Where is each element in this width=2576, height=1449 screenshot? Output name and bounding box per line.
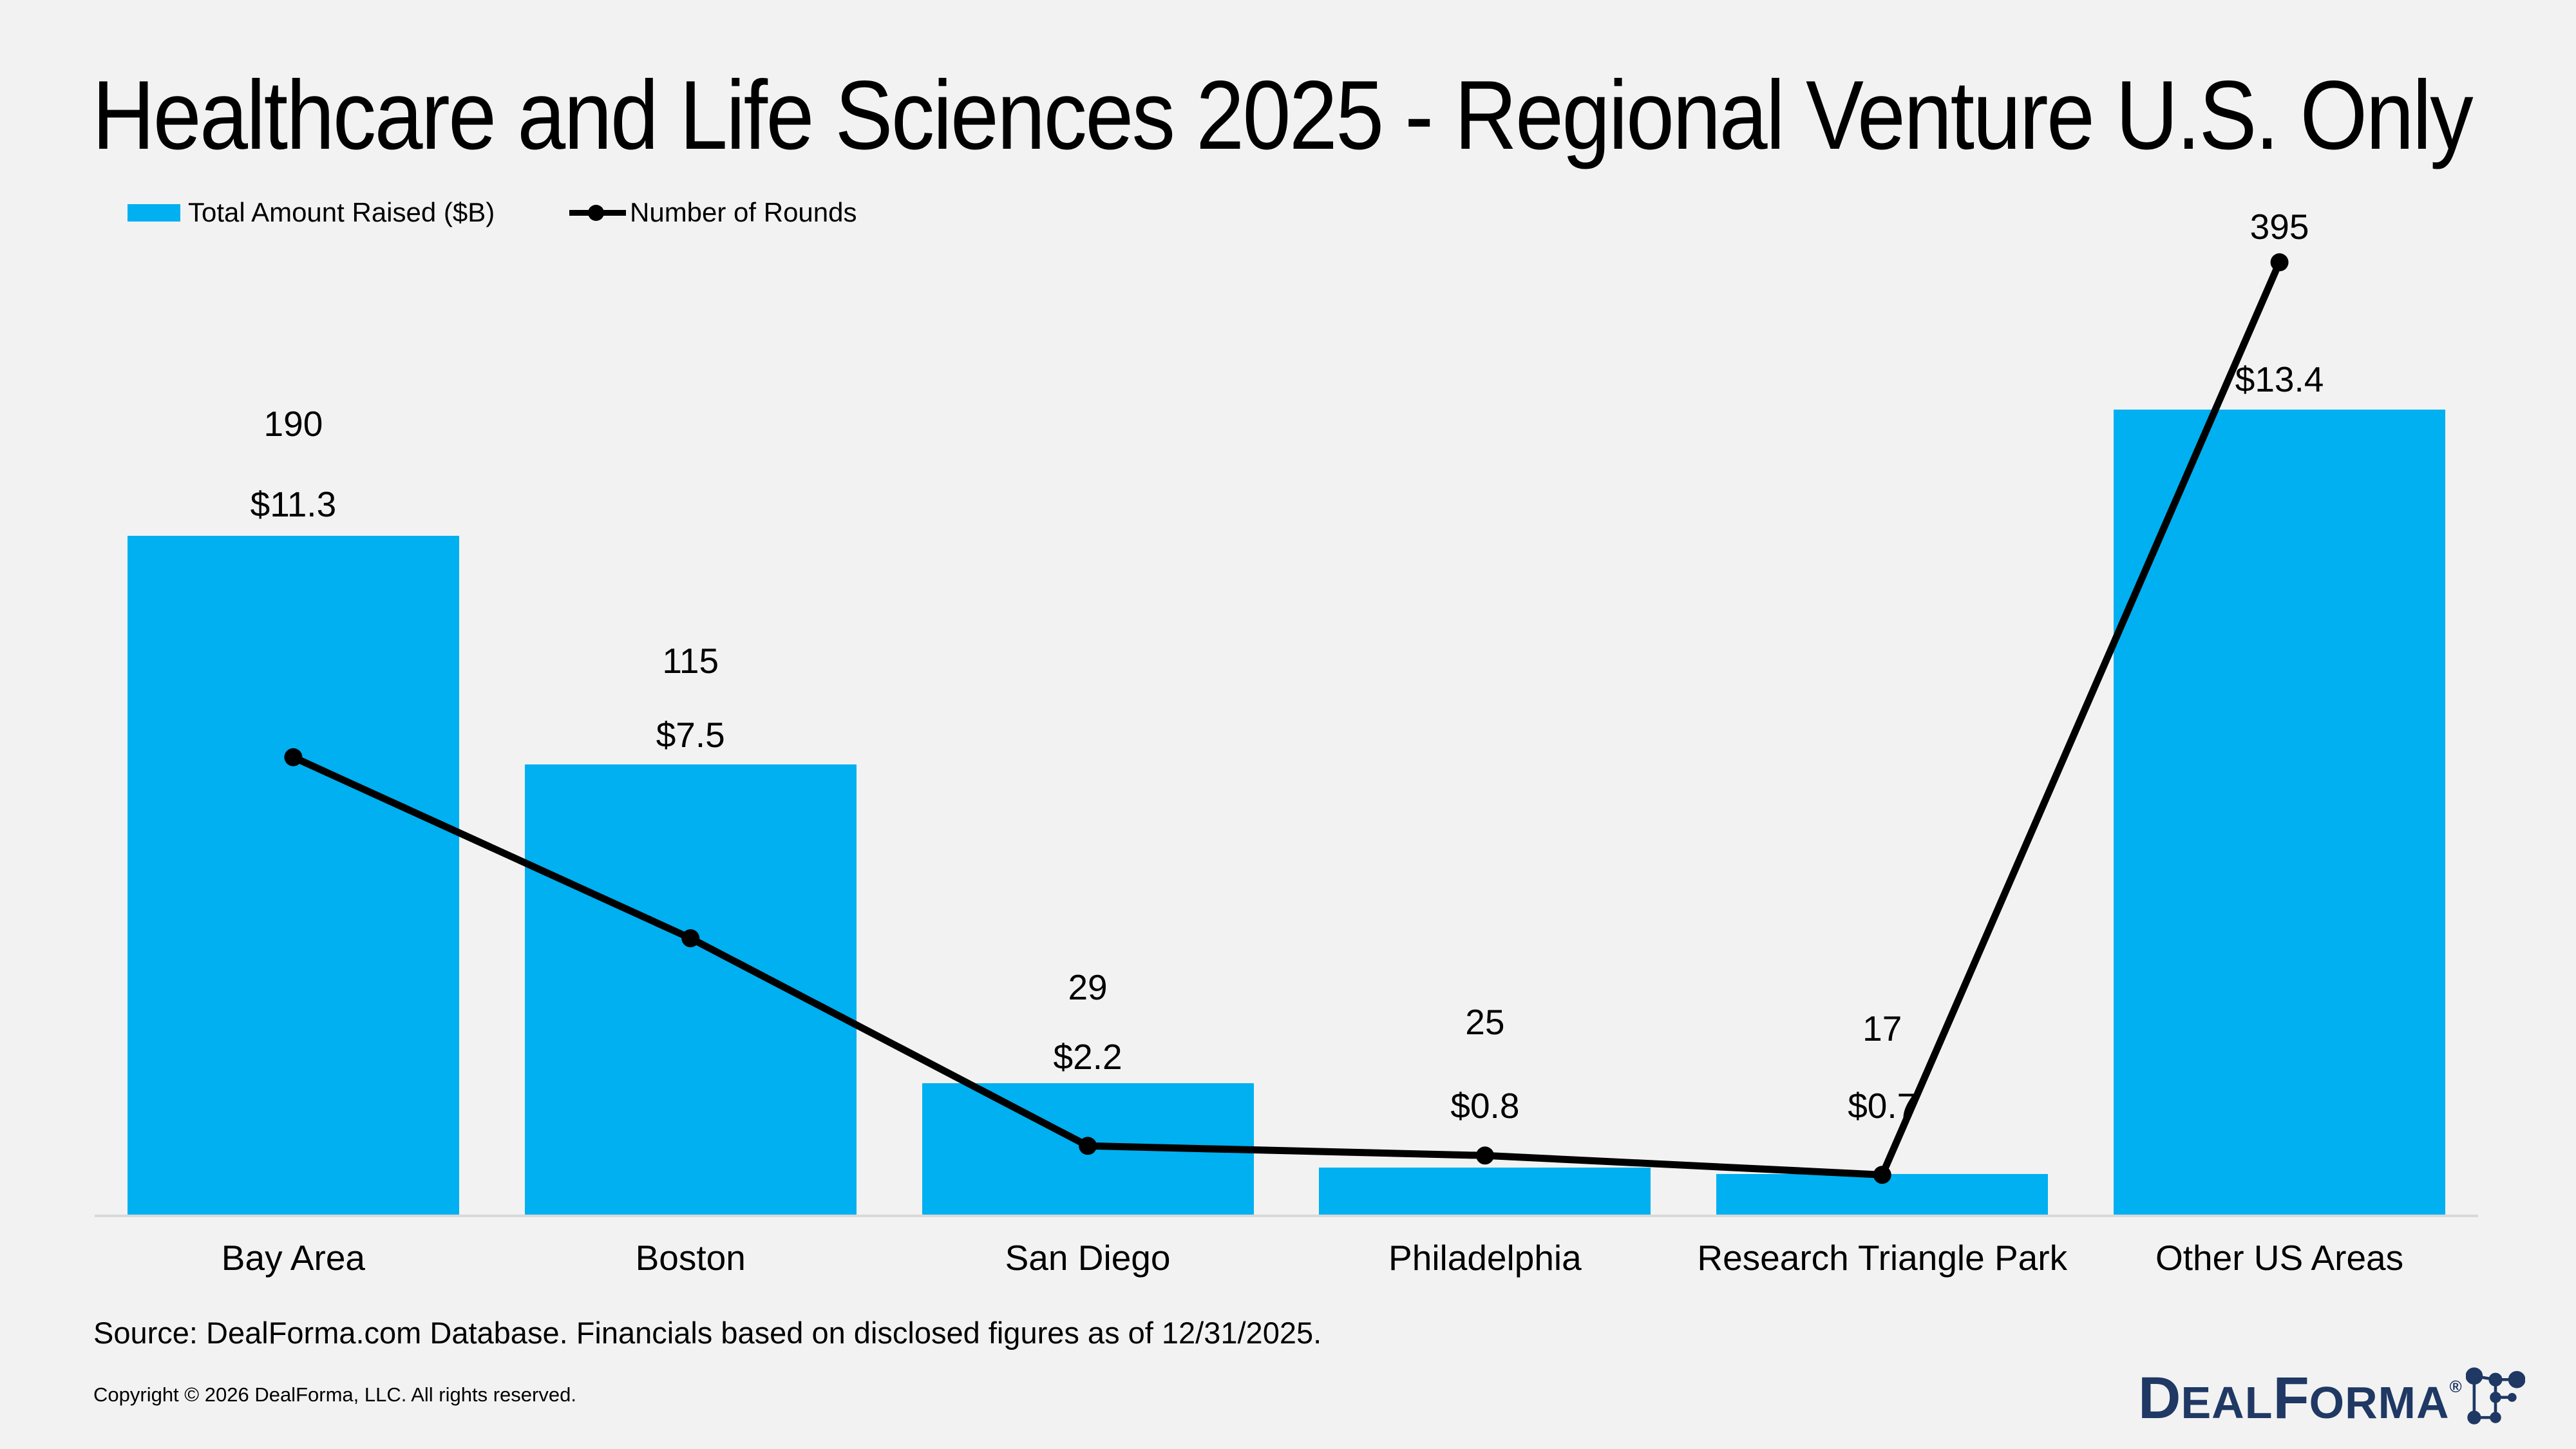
rounds-value-label: 395 <box>2249 207 2309 247</box>
bar-other-us-areas <box>2114 409 2446 1216</box>
bar-value-label: $2.2 <box>1053 1037 1122 1077</box>
bar-boston <box>524 764 857 1216</box>
rounds-value-label: 29 <box>1068 967 1108 1007</box>
legend-bar-label: Total Amount Raised ($B) <box>188 197 495 227</box>
source-note: Source: DealForma.com Database. Financia… <box>93 1316 1322 1350</box>
logo-text-eal: EAL <box>2181 1378 2273 1428</box>
rounds-value-label: 190 <box>263 404 323 444</box>
rounds-marker <box>2270 253 2289 272</box>
rounds-marker <box>1475 1146 1494 1165</box>
legend-line-marker-icon <box>588 205 604 221</box>
bar-value-label: $7.5 <box>656 715 725 755</box>
bar-value-label: $11.3 <box>250 484 337 524</box>
bar-value-label: $0.8 <box>1450 1086 1520 1126</box>
bar-philadelphia <box>1319 1168 1651 1216</box>
bar-value-label: $13.4 <box>2235 359 2324 399</box>
logo-text-d: D <box>2138 1365 2181 1431</box>
x-axis-line <box>95 1215 2478 1217</box>
legend-bar-swatch <box>128 204 180 222</box>
page-title: Healthcare and Life Sciences 2025 - Regi… <box>92 61 2474 170</box>
category-label: San Diego <box>1005 1238 1171 1278</box>
category-label: Other US Areas <box>2155 1238 2404 1278</box>
legend-line-label: Number of Rounds <box>630 197 857 227</box>
logo-network-icon <box>2465 1367 2525 1425</box>
dealforma-logo: D EAL F ORMA ® <box>2138 1359 2525 1428</box>
rounds-value-label: 17 <box>1862 1009 1902 1048</box>
copyright-note: Copyright © 2026 DealForma, LLC. All rig… <box>93 1383 576 1406</box>
logo-text-orma: ORMA <box>2309 1378 2450 1428</box>
bar-value-label: $0.7 <box>1848 1086 1917 1126</box>
logo-text-f: F <box>2273 1365 2309 1431</box>
bar-san-diego <box>922 1083 1254 1216</box>
rounds-value-label: 25 <box>1465 1002 1505 1042</box>
category-label: Bay Area <box>221 1238 365 1278</box>
bar-bay-area <box>127 536 459 1216</box>
category-label: Boston <box>635 1238 746 1278</box>
bar-research-triangle-park <box>1716 1173 2049 1216</box>
rounds-value-label: 115 <box>662 641 719 681</box>
logo-registered-mark: ® <box>2449 1377 2462 1396</box>
category-label: Research Triangle Park <box>1697 1238 2068 1278</box>
category-label: Philadelphia <box>1388 1238 1582 1278</box>
